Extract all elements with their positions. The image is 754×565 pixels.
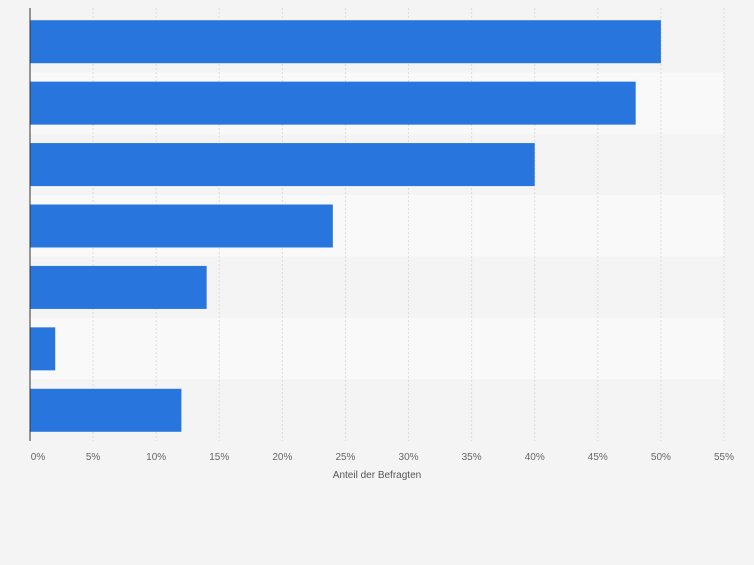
bar[interactable] [30, 143, 535, 187]
x-axis-ticks: 0% 5% 10% 15% 20% 25% 30% 35% 40% 45% 50% 55% [31, 452, 734, 463]
x-tick-label: 25% [335, 452, 355, 463]
x-tick-label: 15% [209, 452, 229, 463]
x-tick-label: 20% [272, 452, 292, 463]
x-tick-label: 5% [86, 452, 101, 463]
bars [30, 20, 661, 432]
x-tick-label: 50% [651, 452, 671, 463]
row-band [30, 318, 724, 380]
x-tick-label: 45% [588, 452, 608, 463]
bar[interactable] [30, 204, 333, 248]
bar[interactable] [30, 388, 182, 432]
x-tick-label: 0% [31, 452, 46, 463]
bar[interactable] [30, 20, 661, 64]
bar[interactable] [30, 81, 636, 125]
x-axis-title: Anteil der Befragten [333, 470, 421, 481]
x-tick-label: 10% [146, 452, 166, 463]
x-tick-label: 40% [525, 452, 545, 463]
bar[interactable] [30, 327, 56, 371]
x-tick-label: 30% [399, 452, 419, 463]
bar[interactable] [30, 265, 207, 309]
x-tick-label: 55% [714, 452, 734, 463]
x-tick-label: 35% [462, 452, 482, 463]
